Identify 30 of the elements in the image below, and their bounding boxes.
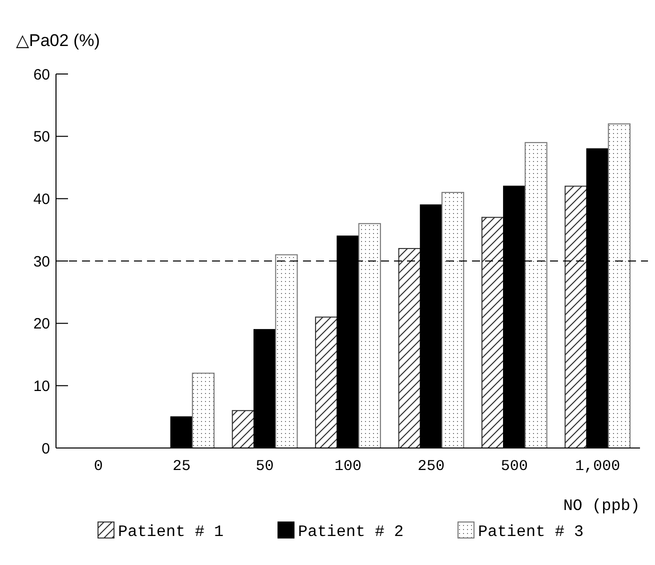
bar [442, 192, 464, 448]
y-axis-title: △Pa02 (%) [16, 31, 100, 50]
x-axis-title: NO (ppb) [563, 497, 640, 515]
bar [524, 142, 548, 448]
y-tick-label: 20 [33, 316, 50, 333]
y-tick-label: 50 [33, 128, 50, 146]
bar [608, 123, 631, 448]
bar [358, 223, 381, 448]
legend-label: Patient # 3 [478, 523, 584, 541]
bar [315, 316, 338, 448]
bar [398, 248, 421, 448]
y-tick-label: 10 [33, 378, 50, 395]
legend-label: Patient # 1 [118, 523, 224, 541]
legend-label: Patient # 2 [298, 523, 404, 541]
x-tick-label: 100 [334, 458, 362, 475]
y-tick-label: 40 [33, 190, 50, 208]
y-tick-label: 60 [33, 66, 50, 84]
x-tick-label: 0 [94, 458, 103, 475]
bar [275, 254, 298, 448]
x-tick-label: 250 [418, 458, 445, 475]
x-tick-label: 500 [500, 458, 528, 475]
x-tick-label: 25 [172, 458, 191, 475]
x-tick-label: 1,000 [575, 458, 620, 475]
x-tick-label: 50 [256, 458, 274, 475]
y-tick-label: 0 [42, 440, 50, 458]
y-tick-label: 30 [33, 253, 50, 270]
bar [232, 410, 254, 448]
bar [481, 216, 504, 448]
bar [192, 372, 215, 448]
bar [564, 186, 588, 448]
